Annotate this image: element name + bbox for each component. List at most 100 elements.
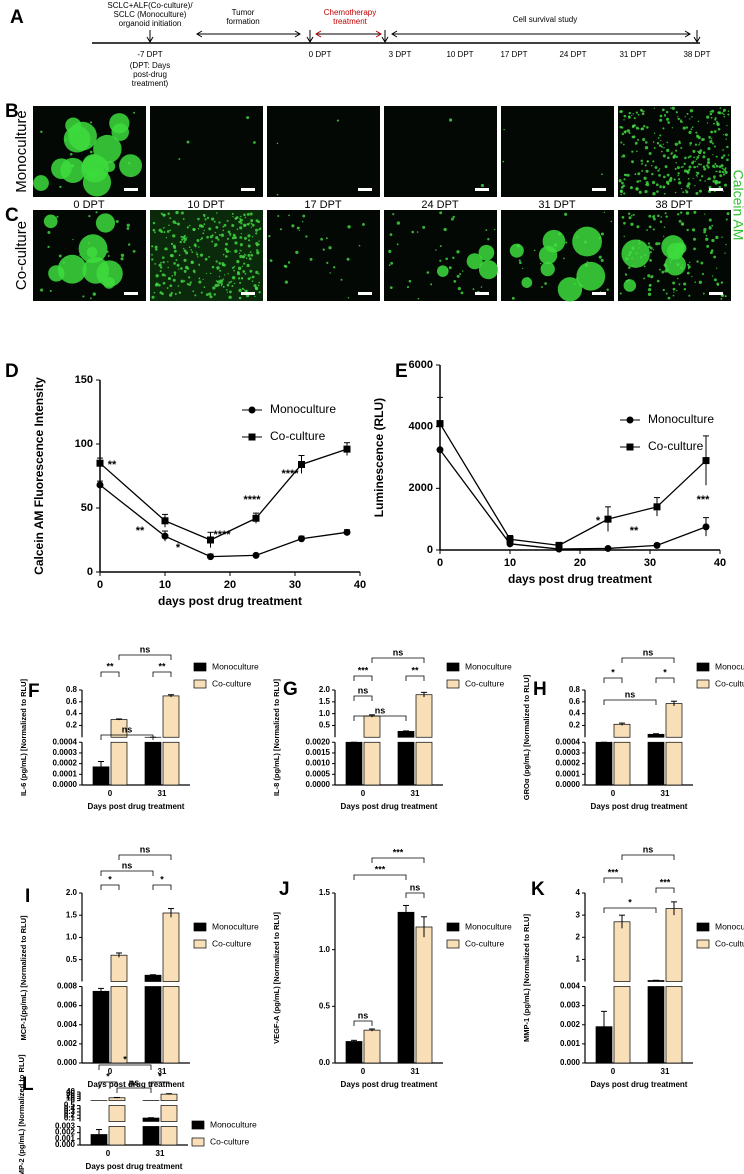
cell-dot: [183, 258, 187, 262]
cell-dot: [726, 125, 728, 127]
cell-dot: [630, 214, 633, 217]
cell-dot: [206, 216, 210, 220]
bar: [142, 1117, 160, 1122]
cell-dot: [169, 293, 173, 297]
cell-dot: [231, 266, 234, 269]
y-tick-label: 0.000: [57, 1058, 78, 1067]
point: [604, 515, 612, 523]
cell-dot: [258, 291, 261, 294]
legend-label: Co-culture: [210, 1136, 249, 1146]
cell-dot: [706, 161, 711, 165]
cell-dot: [720, 297, 723, 300]
cell-dot: [635, 266, 637, 268]
cell-dot: [204, 257, 208, 261]
x-axis-label: Days post drug treatment: [88, 802, 185, 811]
cell-dot: [685, 190, 689, 194]
bracket: [353, 675, 373, 681]
cell-dot: [126, 227, 130, 230]
cell-dot: [226, 291, 229, 294]
cell-dot: [698, 189, 702, 193]
legend-swatch: [193, 662, 207, 672]
cell-dot: [658, 168, 661, 170]
cell-dot: [678, 181, 682, 185]
x-tick-label: 0: [611, 1067, 616, 1076]
y-tick-label: 0.2: [64, 1110, 76, 1119]
cell-dot: [632, 264, 634, 267]
stain-label: Calcein AM: [730, 170, 744, 241]
cell-dot: [493, 228, 496, 231]
cell-dot: [187, 276, 191, 279]
cell-dot: [198, 277, 201, 280]
bar: [108, 1126, 126, 1146]
cell-dot: [689, 109, 694, 113]
legend-swatch: [191, 1120, 205, 1130]
cell-dot: [126, 223, 130, 227]
cell-dot: [231, 236, 235, 240]
cell-dot: [601, 173, 603, 176]
scale-bar: [475, 292, 489, 295]
cell-dot: [189, 281, 192, 284]
cell-dot: [666, 148, 670, 153]
timeline-day: 0 DPT: [309, 50, 332, 59]
cell-dot: [158, 283, 161, 287]
cell-dot: [239, 249, 241, 251]
legend-label: Monoculture: [715, 921, 744, 931]
cell-dot: [253, 141, 256, 144]
cell-dot: [635, 111, 638, 114]
bar: [363, 741, 381, 786]
legend-label: Co-culture: [465, 938, 504, 948]
y-axis-label: IL-6 (pg/mL) [Normalized to RLU]: [19, 678, 28, 796]
panel-letter: F: [28, 681, 40, 702]
y-tick-label: 100: [75, 438, 93, 450]
cell-dot: [631, 160, 634, 164]
timeline-text: (DPT: Days: [130, 61, 170, 70]
cell-dot: [678, 283, 681, 286]
time-label: 31 DPT: [538, 199, 576, 211]
cell-dot: [233, 265, 236, 268]
cell-dot: [647, 274, 651, 278]
bracket: [371, 857, 425, 863]
cell-dot: [651, 180, 656, 185]
cell-dot: [563, 257, 565, 260]
legend-label: Monoculture: [648, 412, 714, 426]
cell-cluster: [623, 279, 637, 292]
cell-dot: [693, 237, 696, 241]
cell-dot: [333, 266, 336, 269]
cell-dot: [636, 150, 638, 153]
significance: ns: [358, 1010, 369, 1020]
cell-dot: [707, 147, 711, 151]
cell-dot: [180, 211, 184, 215]
cell-dot: [719, 174, 723, 178]
point: [252, 514, 260, 522]
cell-dot: [251, 236, 254, 238]
cell-dot: [681, 263, 684, 266]
cell-dot: [226, 237, 230, 240]
time-label: 24 DPT: [421, 199, 459, 211]
cell-dot: [702, 165, 706, 169]
cell-dot: [87, 241, 90, 244]
bar: [665, 908, 683, 982]
cell-dot: [178, 158, 181, 161]
cell-dot: [202, 278, 204, 281]
cell-dot: [450, 217, 454, 221]
cell-dot: [700, 163, 703, 166]
cell-dot: [416, 231, 419, 233]
bar: [363, 715, 381, 738]
cell-dot: [243, 223, 247, 227]
cell-dot: [238, 252, 241, 255]
cell-dot: [177, 285, 180, 287]
cell-dot: [250, 226, 253, 228]
bar: [108, 1097, 126, 1101]
significance: ****: [281, 468, 299, 480]
cell-dot: [622, 184, 626, 188]
cell-dot: [622, 143, 625, 146]
cell-dot: [248, 239, 251, 242]
bar: [144, 974, 162, 982]
cell-dot: [186, 140, 190, 144]
y-tick-label: 0.0003: [556, 748, 581, 757]
cell-dot: [634, 173, 637, 176]
cell-dot: [723, 168, 727, 172]
cell-dot: [230, 280, 233, 283]
cell-dot: [656, 190, 659, 193]
cell-dot: [701, 273, 704, 276]
